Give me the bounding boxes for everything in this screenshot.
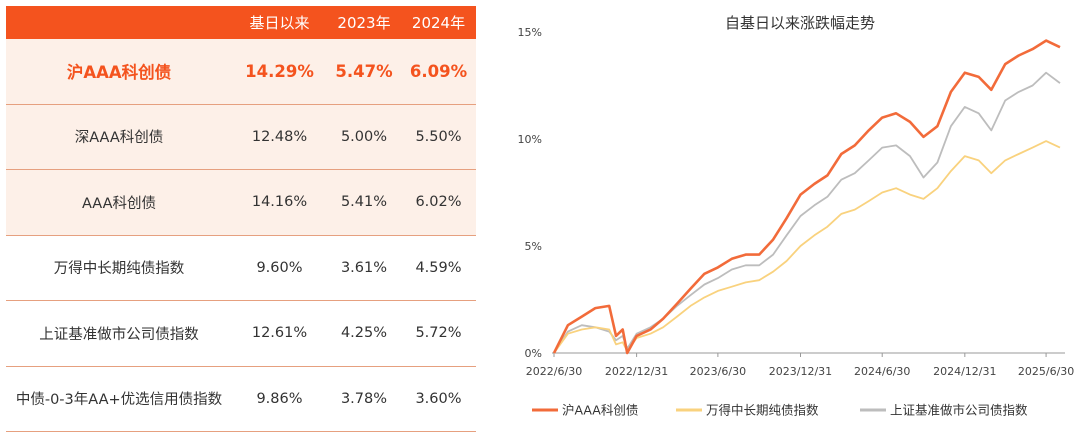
- table-row: 沪AAA科创债 14.29% 5.47% 6.09%: [6, 39, 476, 105]
- table-row: 深AAA科创债 12.48% 5.00% 5.50%: [6, 104, 476, 170]
- y-tick-label: 15%: [518, 26, 542, 39]
- y-tick-label: 5%: [525, 240, 542, 253]
- cell-2023: 3.78%: [327, 366, 401, 432]
- table-row: 万得中长期纯债指数 9.60% 3.61% 4.59%: [6, 235, 476, 301]
- x-tick-label: 2024/6/30: [854, 365, 910, 378]
- cell-2024: 6.09%: [401, 39, 476, 105]
- cell-2024: 5.50%: [401, 104, 476, 170]
- series-line-2: [553, 140, 1061, 354]
- x-tick-label: 2022/6/30: [526, 365, 582, 378]
- x-axis: 2022/6/30 2022/12/31 2023/6/30 2023/12/31 20…: [526, 353, 1074, 378]
- row-name: 深AAA科创债: [6, 104, 232, 170]
- row-name: 沪AAA科创债: [6, 39, 232, 105]
- legend-label: 万得中长期纯债指数: [706, 403, 819, 418]
- header-name: [6, 6, 232, 39]
- table-row: 中债-0-3年AA+优选信用债指数 9.86% 3.78% 3.60%: [6, 366, 476, 432]
- cell-2023: 3.61%: [327, 235, 401, 301]
- chart-legend: 沪AAA科创债 万得中长期纯债指数 上证基准做市公司债指数: [532, 403, 1028, 418]
- cell-2023: 5.41%: [327, 169, 401, 236]
- cell-since-base: 12.61%: [232, 300, 327, 367]
- cell-2023: 5.47%: [327, 39, 401, 105]
- cell-since-base: 14.29%: [232, 39, 327, 105]
- y-axis: 0% 5% 10% 15%: [518, 26, 542, 360]
- cell-2024: 5.72%: [401, 300, 476, 367]
- chart-title: 自基日以来涨跌幅走势: [725, 14, 875, 32]
- row-name: AAA科创债: [6, 169, 232, 236]
- legend-label: 沪AAA科创债: [562, 403, 638, 418]
- header-since-base: 基日以来: [232, 6, 327, 39]
- series-lines: [552, 39, 1061, 355]
- table-row: 上证基准做市公司债指数 12.61% 4.25% 5.72%: [6, 300, 476, 367]
- table-header-row: 基日以来 2023年 2024年: [6, 6, 476, 39]
- cell-2024: 4.59%: [401, 235, 476, 301]
- cell-since-base: 14.16%: [232, 169, 327, 236]
- line-chart: 自基日以来涨跌幅走势 0% 5% 10% 15% 2022/6/30 2022/12/3…: [518, 14, 1075, 418]
- legend-label: 上证基准做市公司债指数: [890, 403, 1028, 418]
- x-tick-label: 2025/6/30: [1018, 365, 1074, 378]
- returns-table: 基日以来 2023年 2024年 沪AAA科创债 14.29% 5.47% 6.…: [6, 6, 476, 432]
- row-name: 上证基准做市公司债指数: [6, 300, 232, 367]
- table-row: AAA科创债 14.16% 5.41% 6.02%: [6, 169, 476, 236]
- y-tick-label: 0%: [525, 347, 542, 360]
- cell-since-base: 9.60%: [232, 235, 327, 301]
- row-name: 万得中长期纯债指数: [6, 235, 232, 301]
- series-line-1: [552, 39, 1061, 355]
- x-tick-label: 2023/12/31: [769, 365, 832, 378]
- comparison-table-panel: 基日以来 2023年 2024年 沪AAA科创债 14.29% 5.47% 6.…: [6, 6, 476, 432]
- x-tick-label: 2024/12/31: [933, 365, 996, 378]
- row-name: 中债-0-3年AA+优选信用债指数: [6, 366, 232, 432]
- cell-since-base: 12.48%: [232, 104, 327, 170]
- header-2024: 2024年: [401, 6, 476, 39]
- line-chart-panel: 自基日以来涨跌幅走势 0% 5% 10% 15% 2022/6/30 2022/12/3…: [490, 0, 1080, 437]
- cell-2024: 6.02%: [401, 169, 476, 236]
- x-tick-label: 2022/12/31: [605, 365, 668, 378]
- cell-2024: 3.60%: [401, 366, 476, 432]
- cell-2023: 5.00%: [327, 104, 401, 170]
- cell-2023: 4.25%: [327, 300, 401, 367]
- y-tick-label: 10%: [518, 133, 542, 146]
- cell-since-base: 9.86%: [232, 366, 327, 432]
- series-line-3: [553, 71, 1061, 354]
- header-2023: 2023年: [327, 6, 401, 39]
- x-tick-label: 2023/6/30: [690, 365, 746, 378]
